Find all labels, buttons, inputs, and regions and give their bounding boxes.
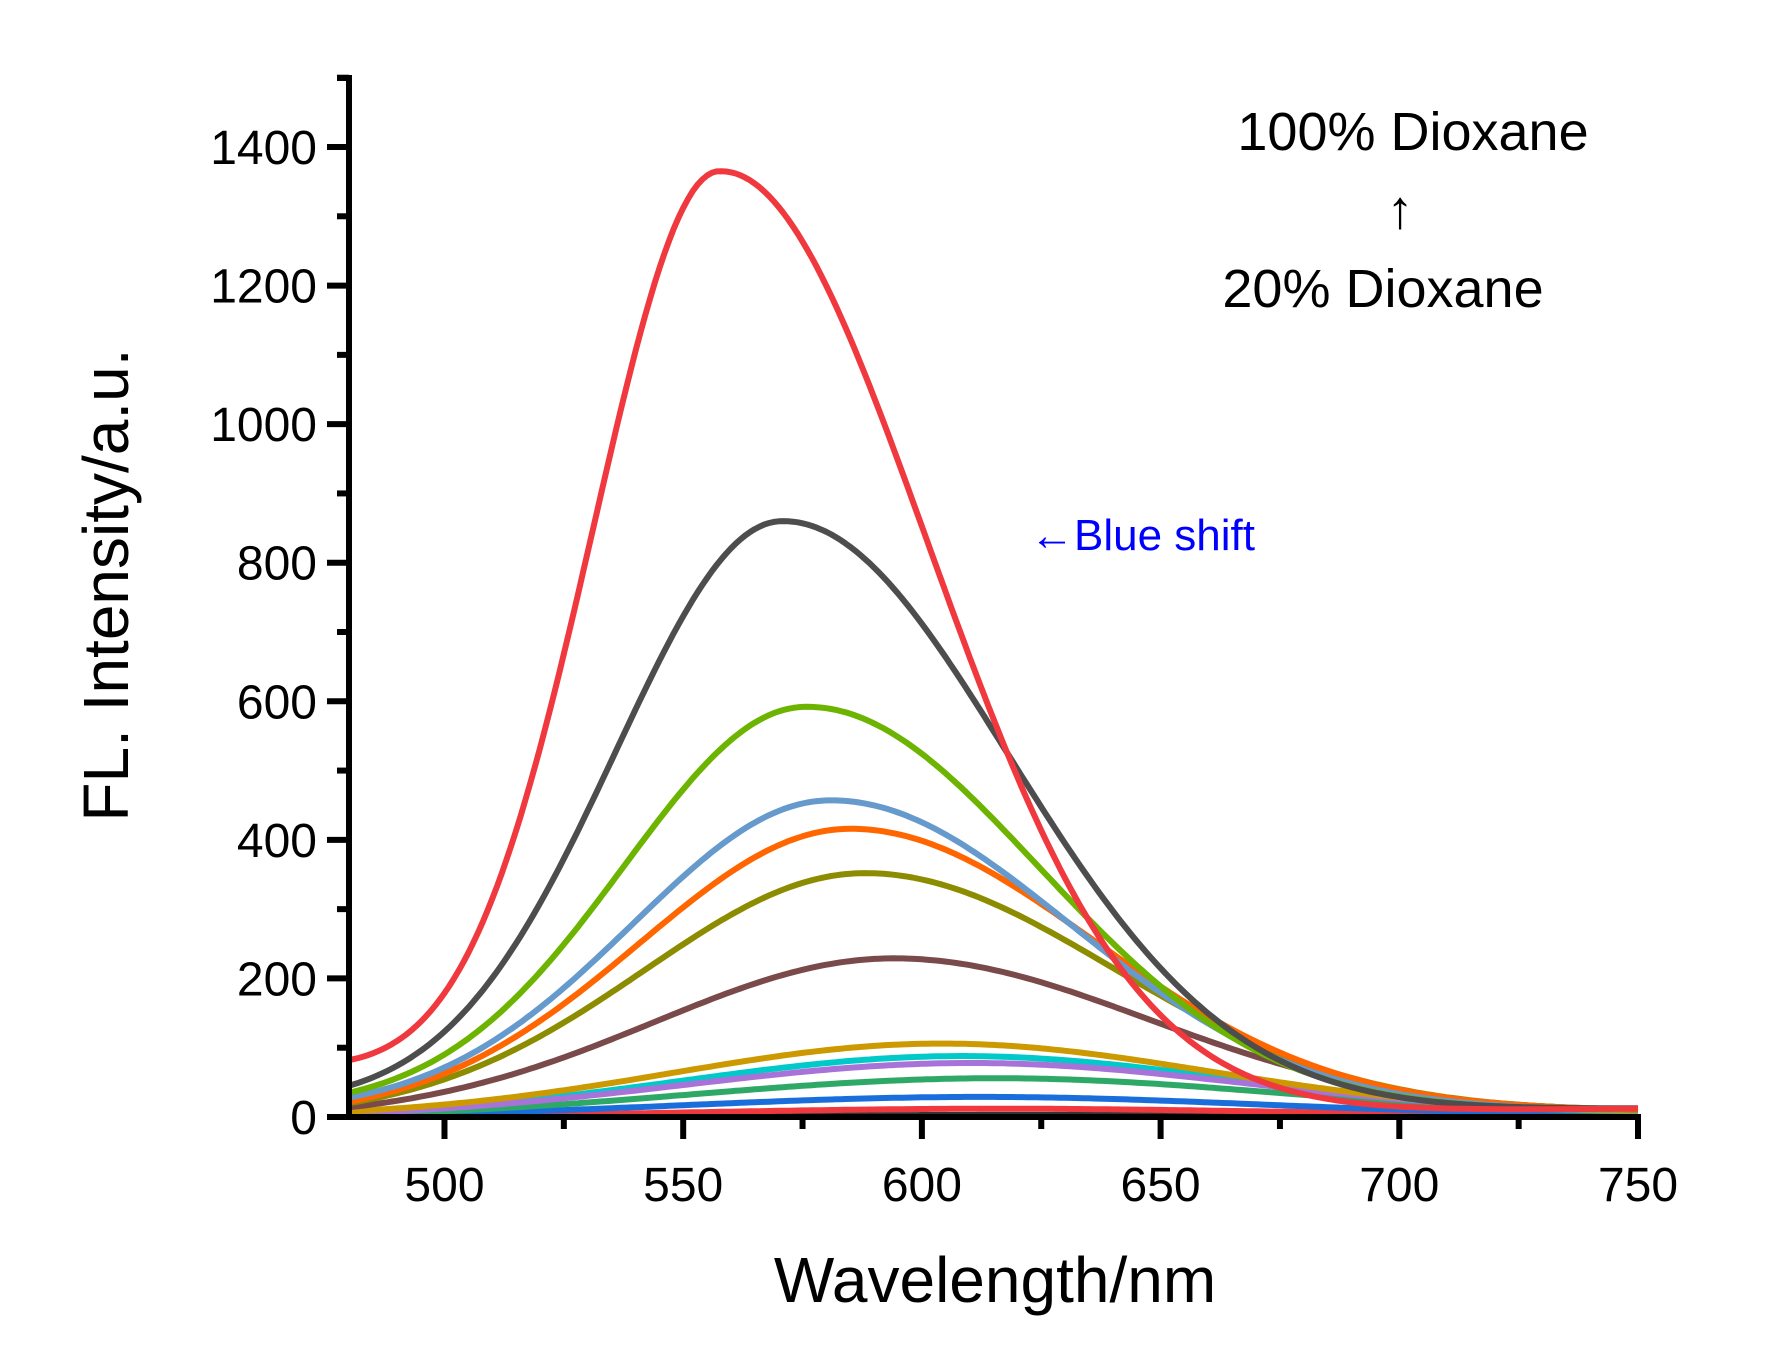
y-tick-label: 200 — [237, 953, 317, 1006]
plot-curves — [348, 168, 1639, 1120]
spectrum-line-curve-6 — [348, 870, 1638, 1113]
annotation-20-dioxane: 20% Dioxane — [1222, 259, 1543, 319]
annotation-100-dioxane: 100% Dioxane — [1237, 102, 1588, 162]
spectrum-line-100-dioxane — [348, 168, 1639, 1113]
y-tick-label: 0 — [290, 1092, 317, 1145]
x-tick-label: 750 — [1598, 1159, 1678, 1212]
axes: 0 200 400 600 800 1000 1200 1400 500 550 600 650 70… — [210, 74, 1678, 1212]
y-tick-label: 400 — [237, 815, 317, 868]
y-tick-label: 1400 — [210, 122, 317, 175]
y-axis-title: FL. Intensity/a.u. — [70, 348, 142, 821]
x-axis-title: Wavelength/nm — [774, 1244, 1216, 1316]
spectrum-line-curve-2 — [348, 518, 1638, 1112]
x-tick-label: 550 — [643, 1159, 723, 1212]
y-tick-label: 1200 — [210, 261, 317, 314]
y-ticks: 0 200 400 600 800 1000 1200 1400 — [210, 74, 349, 1145]
spectrum-line-curve-5 — [348, 825, 1639, 1113]
y-tick-label: 1000 — [210, 399, 317, 452]
x-tick-label: 600 — [882, 1159, 962, 1212]
spectrum-line-curve-3 — [348, 703, 1638, 1113]
x-tick-label: 650 — [1121, 1159, 1201, 1212]
annotation-blue-shift: ←Blue shift — [1030, 511, 1255, 560]
x-tick-label: 500 — [404, 1159, 484, 1212]
y-tick-label: 800 — [237, 538, 317, 591]
x-ticks: 500 550 600 650 700 750 — [404, 1117, 1678, 1212]
y-tick-label: 600 — [237, 676, 317, 729]
x-tick-label: 700 — [1359, 1159, 1439, 1212]
annotation-up-arrow: ↑ — [1387, 180, 1414, 240]
